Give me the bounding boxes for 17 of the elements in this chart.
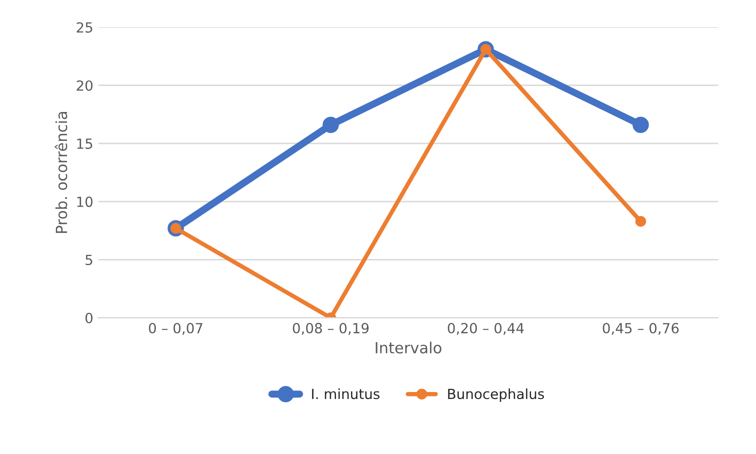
legend-label: Bunocephalus <box>448 388 544 402</box>
point <box>635 216 646 227</box>
point <box>322 116 339 134</box>
x-tick-label: 0,20 – 0,44 <box>448 322 524 335</box>
y-tick-label: 10 <box>77 196 92 208</box>
x-axis-title: Intervalo <box>376 342 442 354</box>
y-tick-label: 5 <box>86 254 92 266</box>
x-tick-label: 0,45 – 0,76 <box>602 322 679 335</box>
y-axis-title: Prob. ocorrência <box>54 112 68 233</box>
point <box>632 116 649 134</box>
y-tick-label: 15 <box>77 138 92 149</box>
x-tick-label: 0,08 – 0,19 <box>292 322 369 335</box>
legend-label: I. minutus <box>312 388 380 400</box>
y-tick-label: 25 <box>76 22 92 33</box>
y-tick-label: 20 <box>76 80 92 91</box>
x-tick-label: 0 – 0,07 <box>148 322 202 335</box>
y-tick-label: 0 <box>86 312 92 324</box>
